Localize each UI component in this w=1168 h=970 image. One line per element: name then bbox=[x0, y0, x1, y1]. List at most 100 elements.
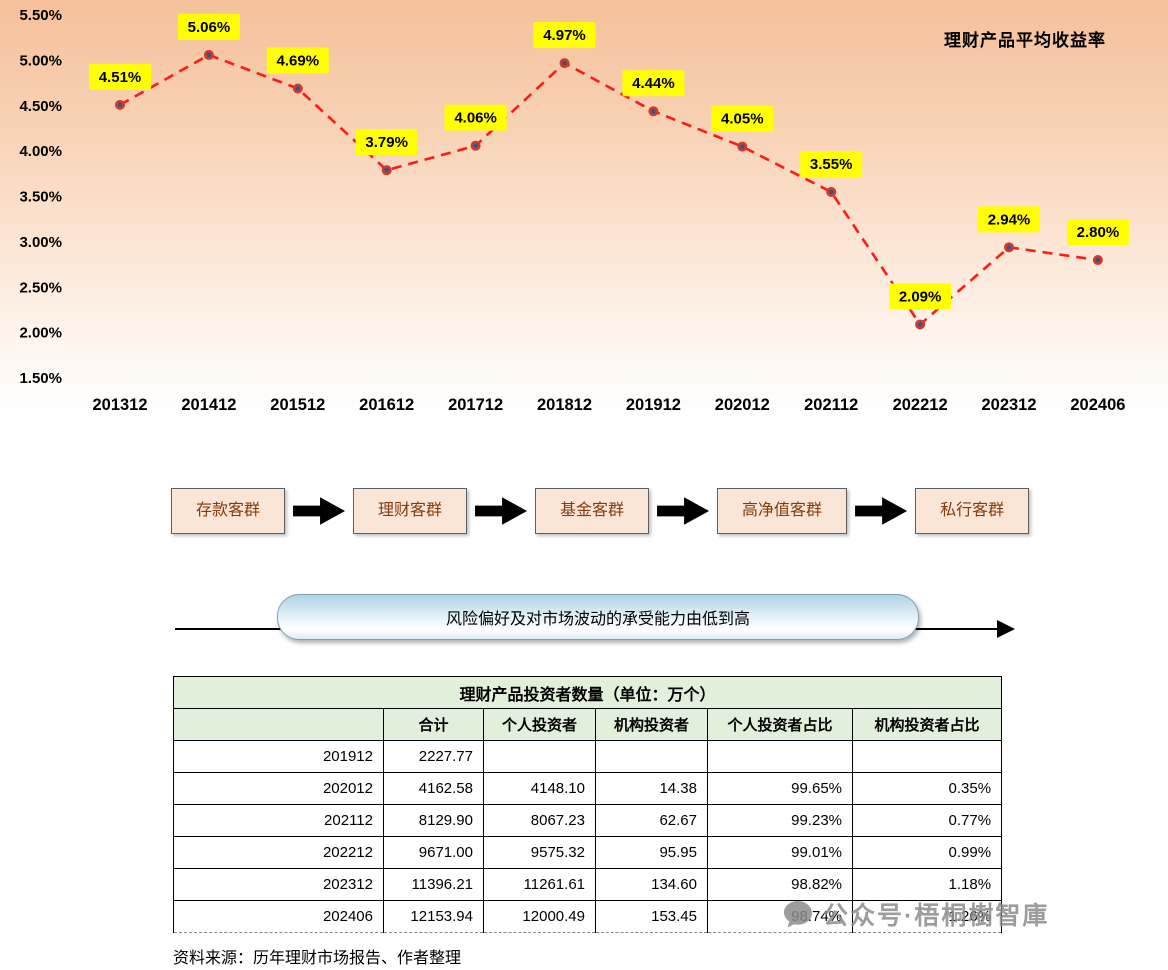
table-cell: 98.82% bbox=[707, 868, 853, 901]
data-label-box bbox=[533, 22, 596, 49]
risk-axis: 风险偏好及对市场波动的承受能力由低到高 bbox=[173, 594, 1023, 646]
flow-step-3: 基金客群 bbox=[535, 488, 650, 534]
flow-arrow-icon bbox=[293, 497, 346, 525]
table-cell bbox=[483, 740, 596, 773]
table-cell: 0.99% bbox=[851, 836, 1003, 869]
table-cell: 202312 bbox=[173, 868, 384, 901]
table-cell: 0.35% bbox=[851, 772, 1003, 805]
x-tick-label: 201512 bbox=[270, 396, 325, 414]
data-point-center bbox=[651, 108, 656, 114]
data-label-box bbox=[978, 206, 1040, 233]
table-cell: 8129.90 bbox=[383, 804, 484, 837]
data-label: 3.55% bbox=[810, 156, 853, 173]
table-cell: 134.60 bbox=[595, 868, 708, 901]
y-axis-labels: 5.50% 5.00% 4.50% 4.00% 3.50% 3.00% 2.50% 2.00%… bbox=[19, 7, 62, 387]
data-point-center bbox=[473, 143, 478, 148]
data-label-box bbox=[800, 150, 863, 177]
table-cell bbox=[707, 740, 853, 773]
table-cell: 99.01% bbox=[707, 836, 853, 869]
table-row: 202212 9671.00 9575.32 95.95 99.01% 0.99% bbox=[173, 836, 1003, 869]
watermark: 公众号·梧桐樹智庫 bbox=[783, 896, 1049, 932]
data-label-box bbox=[889, 283, 952, 310]
table-cell: 4162.58 bbox=[383, 772, 484, 805]
data-label-box bbox=[266, 47, 329, 74]
source-note: 资料来源：历年理财市场报告、作者整理 bbox=[173, 950, 462, 967]
table-cell: 14.38 bbox=[595, 772, 708, 805]
flow-arrow-icon bbox=[657, 497, 710, 525]
data-point-center bbox=[740, 144, 745, 149]
risk-capsule: 风险偏好及对市场波动的承受能力由低到高 bbox=[277, 594, 919, 640]
data-label: 4.44% bbox=[632, 75, 675, 92]
table-cell: 98.74% bbox=[707, 900, 853, 933]
table-header-cell: 机构投资者占比 bbox=[851, 708, 1003, 741]
yield-chart: 5.50% 5.00% 4.50% 4.00% 3.50% 3.00% 2.50% 2.00%… bbox=[0, 0, 1168, 418]
table-cell: 12153.94 bbox=[383, 900, 484, 933]
data-label: 4.06% bbox=[454, 110, 497, 127]
table-cell: 202406 bbox=[173, 900, 384, 933]
table-cell: 8067.23 bbox=[483, 804, 596, 837]
table-cell: 99.65% bbox=[707, 772, 853, 805]
x-tick-label: 202406 bbox=[1070, 396, 1125, 414]
data-label: 3.79% bbox=[365, 134, 408, 151]
x-tick-label: 202112 bbox=[804, 396, 858, 414]
data-label: 4.05% bbox=[721, 111, 764, 128]
data-label-box bbox=[177, 13, 240, 40]
data-label: 2.80% bbox=[1077, 224, 1120, 241]
table-cell: 0.77% bbox=[851, 804, 1003, 837]
risk-capsule-text: 风险偏好及对市场波动的承受能力由低到高 bbox=[445, 611, 750, 628]
table-cell: 9671.00 bbox=[383, 836, 484, 869]
flow-step-1: 存款客群 bbox=[171, 488, 286, 534]
table-cell: 95.95 bbox=[595, 836, 708, 869]
data-label: 4.69% bbox=[277, 53, 320, 70]
data-point-center bbox=[562, 60, 567, 66]
table-cell: 12000.49 bbox=[483, 900, 596, 933]
data-label: 2.94% bbox=[988, 211, 1031, 228]
y-tick-label: 5.00% bbox=[19, 52, 62, 69]
y-tick-label: 2.50% bbox=[19, 279, 62, 296]
table-cell bbox=[595, 740, 708, 773]
x-tick-label: 201612 bbox=[359, 396, 414, 414]
table-header-cell: 个人投资者 bbox=[483, 708, 596, 741]
data-label-box bbox=[355, 129, 418, 156]
table-header-cell: 合计 bbox=[383, 708, 484, 741]
table-cell: 1.26% bbox=[851, 900, 1003, 933]
data-point-center bbox=[829, 189, 834, 195]
y-tick-label: 4.00% bbox=[19, 143, 62, 160]
table-cell bbox=[851, 740, 1003, 773]
table-cell: 9575.32 bbox=[483, 836, 596, 869]
x-tick-label: 201312 bbox=[92, 396, 147, 414]
table-row: 201912 2227.77 bbox=[173, 740, 1003, 773]
y-tick-label: 5.50% bbox=[19, 7, 62, 24]
y-tick-label: 4.50% bbox=[19, 98, 62, 115]
data-label-box bbox=[444, 104, 507, 131]
chart-title: 理财产品平均收益率 bbox=[944, 31, 1106, 50]
watermark-text: 公众号·梧桐樹智庫 bbox=[823, 902, 1050, 930]
data-points bbox=[115, 49, 1103, 330]
table-cell: 201912 bbox=[173, 740, 384, 773]
table-cell: 202112 bbox=[173, 804, 384, 837]
table-header-cell bbox=[173, 708, 384, 741]
data-point-center bbox=[295, 86, 300, 91]
data-point-center bbox=[206, 52, 212, 58]
x-tick-label: 201912 bbox=[626, 396, 681, 414]
table-header-row: 合计 个人投资者 机构投资者 个人投资者占比 机构投资者占比 bbox=[173, 708, 1003, 741]
data-point-center bbox=[1006, 245, 1012, 250]
y-tick-label: 2.00% bbox=[19, 325, 62, 342]
data-point-center bbox=[1095, 257, 1101, 263]
table-title-row: 理财产品投资者数量（单位：万个） bbox=[172, 676, 1003, 709]
x-tick-label: 201812 bbox=[537, 396, 592, 414]
investor-table: 理财产品投资者数量（单位：万个） 合计 个人投资者 机构投资者 个人投资者占比 机构投资… bbox=[172, 676, 1003, 933]
data-label-box bbox=[89, 63, 151, 90]
table-header-cell: 机构投资者 bbox=[595, 708, 708, 741]
data-point-center bbox=[384, 167, 389, 173]
yield-chart-canvas: 5.50% 5.00% 4.50% 4.00% 3.50% 3.00% 2.50% 2.00%… bbox=[19, 7, 1129, 414]
table-header-cell: 个人投资者占比 bbox=[707, 708, 853, 741]
y-tick-label: 1.50% bbox=[19, 370, 62, 387]
table-cell: 62.67 bbox=[595, 804, 708, 837]
flow-arrow-icon bbox=[475, 497, 528, 525]
x-axis-labels: 201312 201412 201512 201612 201712 201812 2019… bbox=[92, 396, 1125, 414]
data-labels: 4.51% 5.06% 4.69% 3.79% 4.06% 4.97% 4.44% 4.05%… bbox=[89, 13, 1129, 310]
data-label: 4.51% bbox=[99, 69, 142, 86]
table-cell: 11261.61 bbox=[483, 868, 596, 901]
data-label: 4.97% bbox=[543, 27, 586, 44]
